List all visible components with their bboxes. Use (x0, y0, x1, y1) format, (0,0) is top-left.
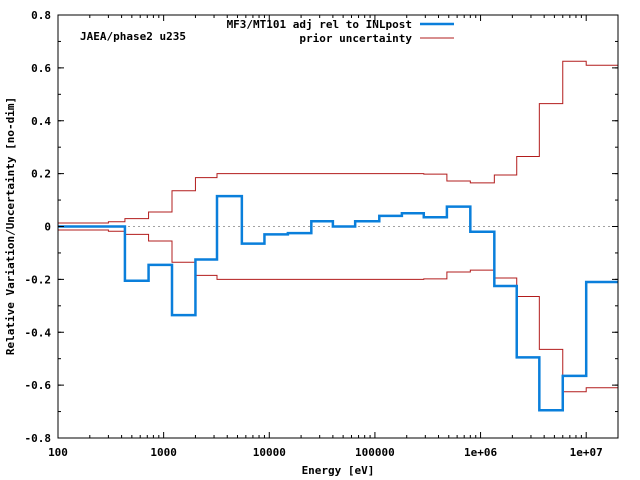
y-tick-label: 0 (44, 221, 51, 234)
y-tick-label: 0.4 (31, 115, 51, 128)
x-tick-label: 1000 (150, 446, 177, 459)
y-axis-label: Relative Variation/Uncertainty [no-dim] (4, 97, 17, 355)
x-tick-label: 10000 (253, 446, 286, 459)
y-tick-label: 0.6 (31, 62, 51, 75)
y-tick-label: 0.2 (31, 168, 51, 181)
y-tick-label: 0.8 (31, 9, 51, 22)
legend-label-prior-uncertainty: prior uncertainty (299, 32, 412, 45)
legend-label-adjustment: MF3/MT101 adj rel to INLpost (227, 18, 412, 31)
x-tick-label: 1e+07 (570, 446, 603, 459)
y-tick-label: -0.6 (25, 379, 52, 392)
x-tick-label: 100 (48, 446, 68, 459)
legend: MF3/MT101 adj rel to INLpost prior uncer… (227, 18, 454, 45)
y-tick-label: -0.4 (25, 326, 52, 339)
adjustment-line (58, 194, 618, 412)
y-tick-label: -0.8 (25, 432, 52, 445)
x-axis-label: Energy [eV] (302, 464, 375, 477)
x-tick-label: 1e+06 (464, 446, 497, 459)
series-layer (58, 60, 618, 412)
tick-layer (57, 14, 618, 439)
prior-uncertainty-upper-line (58, 60, 618, 224)
y-tick-label: -0.2 (25, 273, 52, 286)
chart-annotation: JAEA/phase2 u235 (80, 30, 186, 43)
x-tick-label: 100000 (355, 446, 395, 459)
prior-uncertainty-lower-line (58, 229, 618, 393)
